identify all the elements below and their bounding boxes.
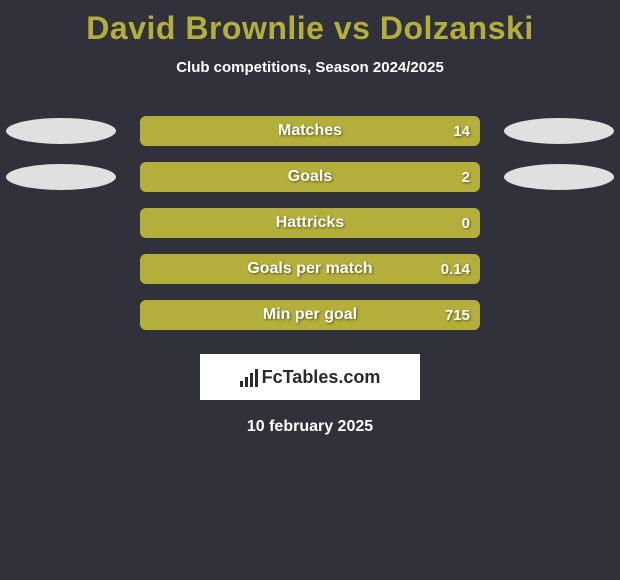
stat-value: 0.14 [441,261,470,278]
right-value-ellipse [504,164,614,190]
chart-icon [240,367,258,387]
stat-label: Matches [278,122,342,140]
stat-label: Hattricks [276,214,344,232]
stat-value: 715 [445,307,470,324]
stats-list: Matches 14 Goals 2 Hattricks 0 Goals per… [0,116,620,330]
stat-bar: Min per goal 715 [140,300,480,330]
left-value-ellipse [6,164,116,190]
stat-bar: Matches 14 [140,116,480,146]
logo-box: FcTables.com [200,354,420,400]
stat-row: Goals per match 0.14 [0,254,620,284]
comparison-container: David Brownlie vs Dolzanski Club competi… [0,0,620,436]
stat-value: 14 [453,123,470,140]
stat-row: Hattricks 0 [0,208,620,238]
stat-row: Matches 14 [0,116,620,146]
stat-value: 2 [462,169,470,186]
stat-row: Goals 2 [0,162,620,192]
stat-value: 0 [462,215,470,232]
right-value-ellipse [504,118,614,144]
stat-row: Min per goal 715 [0,300,620,330]
page-title: David Brownlie vs Dolzanski [86,10,533,47]
subtitle: Club competitions, Season 2024/2025 [176,59,444,76]
date-text: 10 february 2025 [247,418,373,436]
stat-label: Goals per match [247,260,372,278]
stat-bar: Hattricks 0 [140,208,480,238]
stat-bar: Goals per match 0.14 [140,254,480,284]
logo-text: FcTables.com [262,367,381,388]
stat-bar: Goals 2 [140,162,480,192]
left-value-ellipse [6,118,116,144]
stat-label: Min per goal [263,306,357,324]
stat-label: Goals [288,168,332,186]
